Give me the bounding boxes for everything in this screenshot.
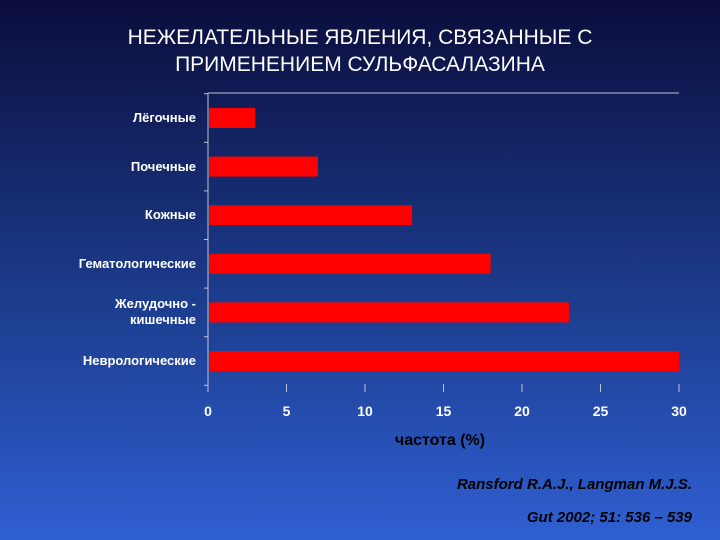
category-label: Желудочно - кишечные [0,296,196,328]
bar [209,205,413,226]
category-label: Почечные [0,159,196,175]
x-tick-label: 30 [671,403,687,419]
bar [209,108,256,128]
citation-authors: Ransford R.A.J., Langman M.J.S. [456,476,692,493]
category-label-line: Кожные [144,207,196,223]
x-tick-label: 25 [592,403,609,419]
chart-title-line-1: НЕЖЕЛАТЕЛЬНЫЕ ЯВЛЕНИЯ, СВЯЗАННЫЕ С [127,26,593,49]
bar [209,351,679,371]
category-label-line: кишечные [130,312,196,328]
bar [209,302,570,323]
x-tick-label: 10 [357,403,373,419]
category-label-line: Лёгочные [133,110,196,125]
category-label: Гематологические [0,256,196,272]
citation-journal: Gut 2002; 51: 536 – 539 [526,509,692,526]
category-label-line: Гематологические [78,255,196,271]
x-tick-label: 5 [282,403,291,419]
chart-title-line-2: ПРИМЕНЕНИЕМ СУЛЬФАСАЛАЗИНА [175,53,545,76]
x-tick-label: 15 [435,403,452,419]
category-label-line: Почечные [130,158,196,174]
x-tick-label: 20 [514,403,530,419]
category-label: Кожные [0,207,196,223]
category-label-line: Желудочно - [114,296,196,312]
x-axis-label: частота (%) [394,432,486,449]
chart-title: НЕЖЕЛАТЕЛЬНЫЕ ЯВЛЕНИЯ, СВЯЗАННЫЕ С ПРИМЕ… [0,24,720,78]
bar [209,253,491,274]
category-label: Неврологические [0,353,196,369]
x-tick-label: 0 [204,403,212,419]
category-label-line: Неврологические [82,353,196,368]
category-label: Лёгочные [0,110,196,126]
bar [209,156,318,177]
